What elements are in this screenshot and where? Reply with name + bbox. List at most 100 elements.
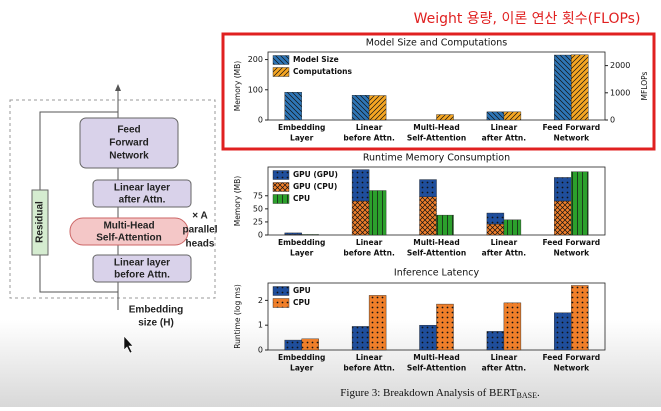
bar xyxy=(368,95,387,121)
y-tick-label: 75 xyxy=(253,191,263,200)
x-tick-label: before Attn. xyxy=(343,364,395,373)
chart-title: Inference Latency xyxy=(394,268,480,279)
x-tick-label: Linear xyxy=(491,238,518,247)
y-tick-label: 200 xyxy=(248,55,263,64)
legend-swatch xyxy=(272,67,290,77)
y-axis-label: Memory (MB) xyxy=(233,61,242,111)
x-tick-label: Linear xyxy=(356,353,383,362)
y2-axis-label: MFLOPs xyxy=(640,71,649,100)
node-label: Linear layer xyxy=(114,258,170,269)
x-tick-label: Network xyxy=(553,249,590,258)
y-tick-label: 1 xyxy=(258,321,263,330)
bar xyxy=(486,223,505,236)
bar xyxy=(486,111,505,121)
x-tick-label: Layer xyxy=(290,249,314,258)
bar xyxy=(503,302,522,351)
bar xyxy=(503,219,522,236)
bar xyxy=(351,326,370,351)
bar xyxy=(554,54,572,121)
bar xyxy=(436,214,454,236)
x-tick-label: Layer xyxy=(290,364,314,373)
heads-note: heads xyxy=(186,239,215,250)
node-label: Multi-Head xyxy=(103,221,154,232)
y-tick-label: 100 xyxy=(248,85,263,94)
x-tick-label: Feed Forward xyxy=(542,123,600,132)
bar xyxy=(284,232,302,235)
bar xyxy=(436,303,454,351)
arrow-head xyxy=(115,84,121,91)
heads-note: × A xyxy=(192,211,207,222)
x-tick-label: before Attn. xyxy=(343,134,395,143)
residual-box xyxy=(31,189,49,256)
annotation: Weight 용량, 이론 연산 횟수(FLOPs) xyxy=(414,11,641,27)
y-tick-label: 2 xyxy=(258,296,263,305)
legend-label: Model Size xyxy=(293,55,339,64)
bar xyxy=(486,331,505,351)
x-tick-label: Network xyxy=(553,134,590,143)
caption-subscript: BASE xyxy=(517,391,538,400)
linear-before-box xyxy=(92,254,192,283)
highlight-box xyxy=(221,32,656,151)
x-tick-label: Linear xyxy=(356,123,383,132)
mouse-cursor xyxy=(123,335,134,354)
x-tick-label: Feed Forward xyxy=(542,353,600,362)
diagram: Feed Forward Network Linear layer after … xyxy=(9,84,218,329)
bar xyxy=(301,338,319,351)
x-tick-label: Embedding xyxy=(278,353,325,362)
legend-label: GPU (GPU) xyxy=(293,170,338,179)
x-tick-label: after Attn. xyxy=(482,249,527,258)
bar xyxy=(554,177,572,202)
bar xyxy=(419,324,437,351)
x-tick-label: Multi-Head xyxy=(413,123,459,132)
x-tick-label: after Attn. xyxy=(482,134,527,143)
mhsa-box xyxy=(69,217,189,246)
caption-text: Figure 3: Breakdown Analysis of BERT xyxy=(340,387,517,399)
node-label: Forward xyxy=(109,138,148,149)
y-tick-label: 0 xyxy=(258,231,263,240)
y2-tick-label: 2000 xyxy=(610,61,630,70)
legend-swatch xyxy=(272,182,290,192)
bar xyxy=(554,312,572,351)
bar xyxy=(351,200,370,236)
legend-swatch xyxy=(272,298,290,308)
heads-note: parallel xyxy=(182,225,217,236)
y-axis-label: Memory (MB) xyxy=(233,176,242,226)
bar xyxy=(571,171,589,236)
legend-swatch xyxy=(272,286,290,296)
linear-after-box xyxy=(92,179,192,208)
legend-swatch xyxy=(272,55,290,65)
y-tick-label: 0 xyxy=(258,346,263,355)
bar xyxy=(284,339,302,351)
bar xyxy=(436,114,454,121)
x-tick-label: Linear xyxy=(356,238,383,247)
y-tick-label: 25 xyxy=(253,217,263,226)
x-tick-label: Embedding xyxy=(278,238,325,247)
bar xyxy=(284,91,302,121)
x-tick-label: Multi-Head xyxy=(413,353,459,362)
bar xyxy=(419,196,437,236)
node-label: Linear layer xyxy=(114,183,170,194)
x-tick-label: before Attn. xyxy=(343,249,395,258)
legend-label: GPU xyxy=(293,286,311,295)
y-tick-label: 0 xyxy=(258,116,263,125)
bar xyxy=(571,54,589,121)
x-tick-label: Self-Attention xyxy=(407,134,466,143)
legend-label: CPU xyxy=(293,194,310,203)
bar xyxy=(554,200,572,236)
bar xyxy=(419,179,437,198)
caption-end: . xyxy=(537,387,540,399)
chart-title: Model Size and Computations xyxy=(366,38,507,49)
bar xyxy=(368,295,387,351)
node-label: Network xyxy=(109,151,149,162)
node-label: Self-Attention xyxy=(96,233,162,244)
input-label: size (H) xyxy=(138,318,174,329)
legend-swatch xyxy=(272,170,290,180)
x-tick-label: after Attn. xyxy=(482,364,527,373)
x-tick-label: Layer xyxy=(290,134,314,143)
bar xyxy=(351,95,370,121)
bar xyxy=(503,111,522,121)
node-label: after Attn. xyxy=(119,195,166,206)
legend-label: GPU (CPU) xyxy=(293,182,337,191)
